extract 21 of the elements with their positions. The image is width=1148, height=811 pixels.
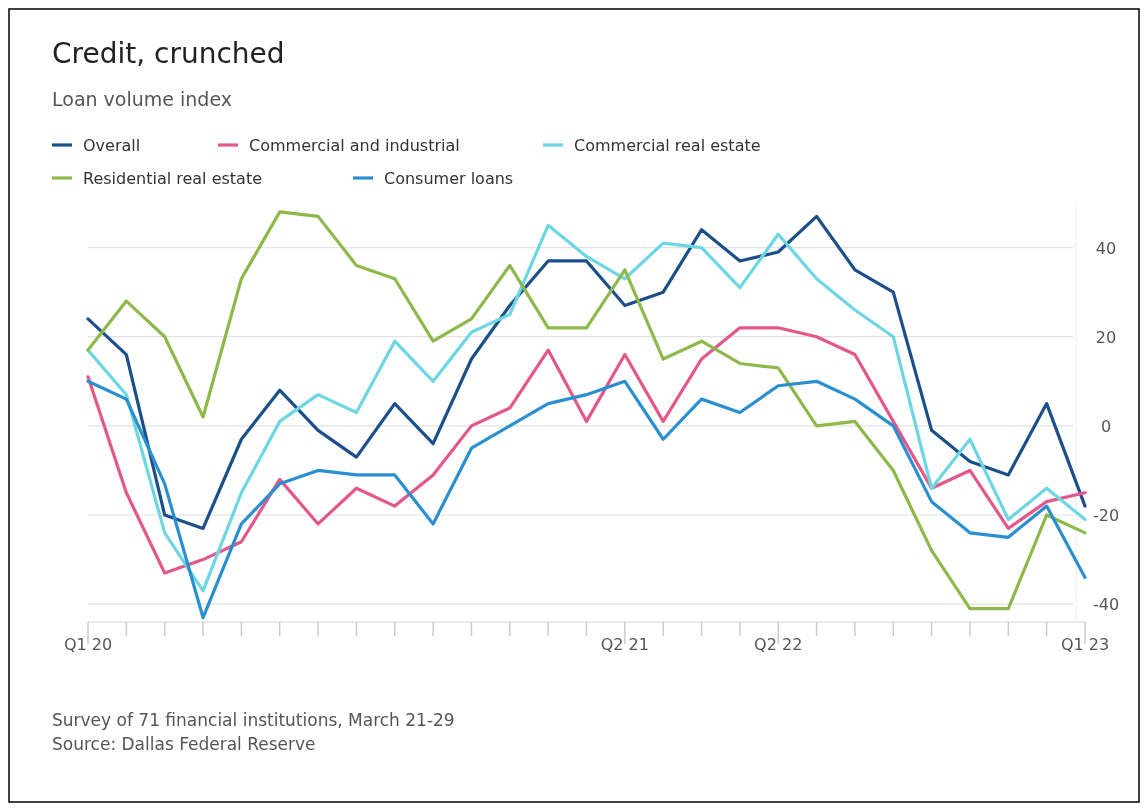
y-tick-label: 20 bbox=[1095, 327, 1117, 347]
y-tick-label: -20 bbox=[1092, 506, 1120, 526]
legend-label: Consumer loans bbox=[384, 169, 514, 188]
y-tick-label: 0 bbox=[1100, 416, 1112, 436]
line-series bbox=[86, 214, 1087, 530]
legend-label: Commercial real estate bbox=[574, 136, 761, 155]
chart-title: Credit, crunched bbox=[52, 37, 285, 70]
x-tick-label: Q1 23 bbox=[1060, 635, 1110, 654]
chart-subtitle: Loan volume index bbox=[52, 88, 233, 110]
x-tick-label: Q1 20 bbox=[63, 635, 113, 654]
legend-label: Commercial and industrial bbox=[249, 136, 460, 155]
y-tick-label: -40 bbox=[1092, 595, 1120, 615]
x-tick-label: Q2 21 bbox=[600, 635, 649, 654]
y-tick-label: 40 bbox=[1095, 238, 1117, 258]
text: Survey of 71 financial institutions, March 21-29 bbox=[52, 710, 455, 730]
source-note: Source: Dallas Federal Reserve bbox=[52, 734, 316, 754]
legend-label: Overall bbox=[83, 136, 141, 155]
legend-label: Residential real estate bbox=[83, 169, 262, 188]
line-series bbox=[86, 379, 1087, 620]
line-series bbox=[86, 326, 1087, 575]
x-tick-label: Q2 22 bbox=[754, 635, 803, 654]
